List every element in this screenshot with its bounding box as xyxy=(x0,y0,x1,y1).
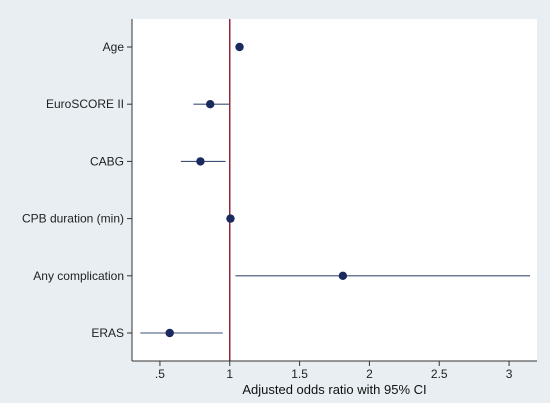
point-estimate-marker xyxy=(226,214,235,223)
y-tick-label: CABG xyxy=(90,154,124,168)
point-estimate-marker xyxy=(165,328,174,338)
y-axis: Age EuroSCORE II CABG CPB duration (min) Any… xyxy=(22,19,133,361)
y-tick-label: CPB duration (min) xyxy=(22,212,124,226)
point-estimate-marker xyxy=(196,157,205,166)
y-tick-label: EuroSCORE II xyxy=(46,97,124,111)
y-tick-label: Age xyxy=(103,40,125,54)
plot-area xyxy=(132,19,537,361)
x-axis-title: Adjusted odds ratio with 95% CI xyxy=(242,382,426,397)
x-tick-label: 2 xyxy=(366,367,373,381)
y-tick-label: Any complication xyxy=(33,269,124,283)
point-estimate-marker xyxy=(206,100,215,109)
y-tick-label: ERAS xyxy=(91,326,124,340)
x-tick-label: 1.5 xyxy=(291,367,308,381)
x-tick-label: 3 xyxy=(506,367,513,381)
x-tick-label: 2.5 xyxy=(431,367,448,381)
x-tick-label: 1 xyxy=(226,367,233,381)
point-estimate-marker xyxy=(338,271,348,280)
point-estimate-marker xyxy=(235,42,244,52)
x-axis: .5 1 1.5 2 2.5 3 xyxy=(132,360,537,381)
point-estimates xyxy=(165,42,348,338)
x-tick-label: .5 xyxy=(155,367,165,381)
